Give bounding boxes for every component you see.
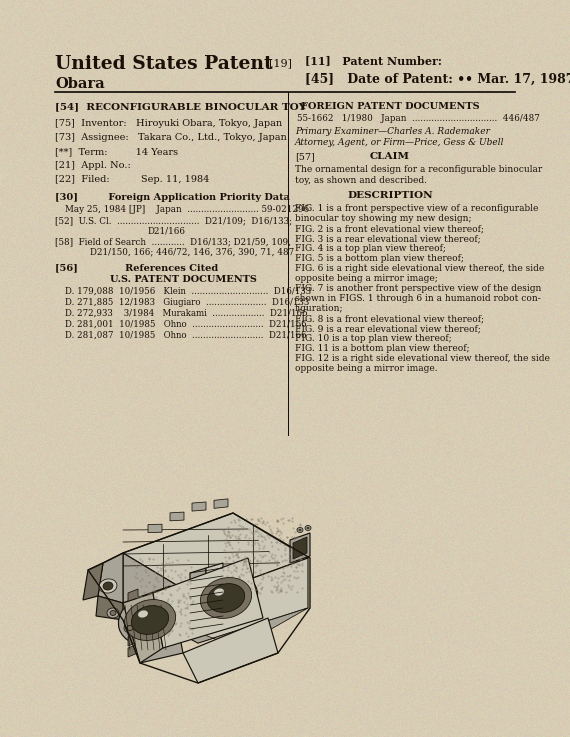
Polygon shape xyxy=(153,558,263,648)
Text: D. 271,885  12/1983   Giugiaro  ......................  D16/133: D. 271,885 12/1983 Giugiaro ............… xyxy=(65,298,310,307)
Text: FIG. 10 is a top plan view thereof;: FIG. 10 is a top plan view thereof; xyxy=(295,334,451,343)
Text: [56]              References Cited: [56] References Cited xyxy=(55,263,218,272)
Text: Primary Examiner—Charles A. Rademaker: Primary Examiner—Charles A. Rademaker xyxy=(295,127,490,136)
Polygon shape xyxy=(170,512,184,521)
Polygon shape xyxy=(128,644,138,657)
Text: [30]         Foreign Application Priority Data: [30] Foreign Application Priority Data xyxy=(55,193,290,202)
Text: FIG. 1 is a front perspective view of a reconfigurable: FIG. 1 is a front perspective view of a … xyxy=(295,204,539,213)
Text: 55-1662   1/1980   Japan  ...............................  446/487: 55-1662 1/1980 Japan ...................… xyxy=(297,114,540,123)
Ellipse shape xyxy=(107,608,119,618)
Polygon shape xyxy=(290,533,310,563)
Text: United States Patent: United States Patent xyxy=(55,55,273,73)
Text: FOREIGN PATENT DOCUMENTS: FOREIGN PATENT DOCUMENTS xyxy=(301,102,479,111)
Ellipse shape xyxy=(127,626,133,630)
Ellipse shape xyxy=(207,584,245,612)
Polygon shape xyxy=(123,513,308,598)
Polygon shape xyxy=(293,537,307,559)
Text: [73]  Assignee:   Takara Co., Ltd., Tokyo, Japan: [73] Assignee: Takara Co., Ltd., Tokyo, … xyxy=(55,133,287,142)
Text: D. 272,933    3/1984   Murakami  ...................  D21/166: D. 272,933 3/1984 Murakami .............… xyxy=(65,309,307,318)
Text: figuration;: figuration; xyxy=(295,304,344,313)
Ellipse shape xyxy=(299,529,302,531)
Text: The ornamental design for a reconfigurable binocular: The ornamental design for a reconfigurab… xyxy=(295,165,542,174)
Polygon shape xyxy=(128,611,138,624)
Text: D. 281,001  10/1985   Ohno  ..........................  D21/166: D. 281,001 10/1985 Ohno ................… xyxy=(65,320,307,329)
Ellipse shape xyxy=(110,610,116,615)
Text: [21]  Appl. No.:: [21] Appl. No.: xyxy=(55,161,131,170)
Text: [57]: [57] xyxy=(295,152,315,161)
Polygon shape xyxy=(123,553,198,643)
Text: FIG. 8 is a front elevational view thereof;: FIG. 8 is a front elevational view there… xyxy=(295,314,484,323)
Text: [52]  U.S. Cl.  ..............................  D21/109;  D16/133;: [52] U.S. Cl. ..........................… xyxy=(55,216,292,225)
Polygon shape xyxy=(190,568,206,636)
Text: [22]  Filed:          Sep. 11, 1984: [22] Filed: Sep. 11, 1984 xyxy=(55,175,209,184)
Ellipse shape xyxy=(297,528,303,533)
Polygon shape xyxy=(123,593,163,663)
Polygon shape xyxy=(148,524,162,533)
Text: FIG. 7 is another front perspective view of the design: FIG. 7 is another front perspective view… xyxy=(295,284,542,293)
Text: shown in FIGS. 1 through 6 in a humanoid robot con-: shown in FIGS. 1 through 6 in a humanoid… xyxy=(295,294,541,303)
Polygon shape xyxy=(96,596,123,620)
Text: binocular toy showing my new design;: binocular toy showing my new design; xyxy=(295,214,471,223)
Ellipse shape xyxy=(103,582,113,590)
Text: [58]  Field of Search  ............  D16/133; D21/59, 109,: [58] Field of Search ............ D16/13… xyxy=(55,237,291,246)
Polygon shape xyxy=(183,618,278,683)
Polygon shape xyxy=(128,633,138,646)
Ellipse shape xyxy=(119,595,182,646)
Polygon shape xyxy=(98,553,123,603)
Text: D21/166: D21/166 xyxy=(148,226,186,235)
Polygon shape xyxy=(123,586,183,663)
Ellipse shape xyxy=(194,573,258,624)
Text: FIG. 6 is a right side elevational view thereof, the side: FIG. 6 is a right side elevational view … xyxy=(295,264,544,273)
Text: opposite being a mirror image;: opposite being a mirror image; xyxy=(295,274,438,283)
Text: U.S. PATENT DOCUMENTS: U.S. PATENT DOCUMENTS xyxy=(110,275,257,284)
Ellipse shape xyxy=(99,579,117,593)
Text: FIG. 5 is a bottom plan view thereof;: FIG. 5 is a bottom plan view thereof; xyxy=(295,254,464,263)
Text: FIG. 3 is a rear elevational view thereof;: FIG. 3 is a rear elevational view thereo… xyxy=(295,234,481,243)
Text: D21/150, 166; 446/72, 146, 376, 390, 71, 487: D21/150, 166; 446/72, 146, 376, 390, 71,… xyxy=(90,247,294,256)
Text: [**]  Term:         14 Years: [**] Term: 14 Years xyxy=(55,147,178,156)
Ellipse shape xyxy=(214,588,224,595)
Polygon shape xyxy=(192,502,206,511)
Polygon shape xyxy=(214,499,228,509)
Text: toy, as shown and described.: toy, as shown and described. xyxy=(295,176,427,185)
Text: FIG. 2 is a front elevational view thereof;: FIG. 2 is a front elevational view there… xyxy=(295,224,484,233)
Ellipse shape xyxy=(138,610,148,618)
Ellipse shape xyxy=(131,606,169,635)
Polygon shape xyxy=(83,563,103,600)
Polygon shape xyxy=(206,563,223,633)
Polygon shape xyxy=(198,558,308,643)
Text: [11]   Patent Number:: [11] Patent Number: xyxy=(305,55,442,66)
Ellipse shape xyxy=(124,599,176,640)
Text: D. 179,088  10/1956   Klein  ............................  D16/133: D. 179,088 10/1956 Klein ...............… xyxy=(65,287,311,296)
Polygon shape xyxy=(123,603,308,648)
Ellipse shape xyxy=(201,578,251,618)
Text: FIG. 12 is a right side elevational view thereof, the side: FIG. 12 is a right side elevational view… xyxy=(295,354,550,363)
Text: [45]   Date of Patent: •• Mar. 17, 1987: [45] Date of Patent: •• Mar. 17, 1987 xyxy=(305,73,570,86)
Text: [19]: [19] xyxy=(269,58,292,68)
Text: FIG. 9 is a rear elevational view thereof;: FIG. 9 is a rear elevational view thereo… xyxy=(295,324,481,333)
Text: opposite being a mirror image.: opposite being a mirror image. xyxy=(295,364,438,373)
Polygon shape xyxy=(128,589,138,602)
Ellipse shape xyxy=(305,525,311,531)
Text: [75]  Inventor:   Hiroyuki Obara, Tokyo, Japan: [75] Inventor: Hiroyuki Obara, Tokyo, Ja… xyxy=(55,119,282,128)
Ellipse shape xyxy=(307,527,310,529)
Text: FIG. 4 is a top plan view thereof;: FIG. 4 is a top plan view thereof; xyxy=(295,244,446,253)
Ellipse shape xyxy=(124,623,136,633)
Text: D. 281,087  10/1985   Ohno  ..........................  D21/166: D. 281,087 10/1985 Ohno ................… xyxy=(65,331,307,340)
Polygon shape xyxy=(128,600,138,613)
Text: Attorney, Agent, or Firm—Price, Gess & Ubell: Attorney, Agent, or Firm—Price, Gess & U… xyxy=(295,138,504,147)
Text: Obara: Obara xyxy=(55,77,105,91)
Text: May 25, 1984 [JP]    Japan  .......................... 59-021296: May 25, 1984 [JP] Japan ................… xyxy=(65,205,309,214)
Text: CLAIM: CLAIM xyxy=(370,152,410,161)
Text: DESCRIPTION: DESCRIPTION xyxy=(347,191,433,200)
Text: [54]  RECONFIGURABLE BINOCULAR TOY: [54] RECONFIGURABLE BINOCULAR TOY xyxy=(55,102,306,111)
Text: FIG. 11 is a bottom plan view thereof;: FIG. 11 is a bottom plan view thereof; xyxy=(295,344,470,353)
Polygon shape xyxy=(128,622,138,635)
